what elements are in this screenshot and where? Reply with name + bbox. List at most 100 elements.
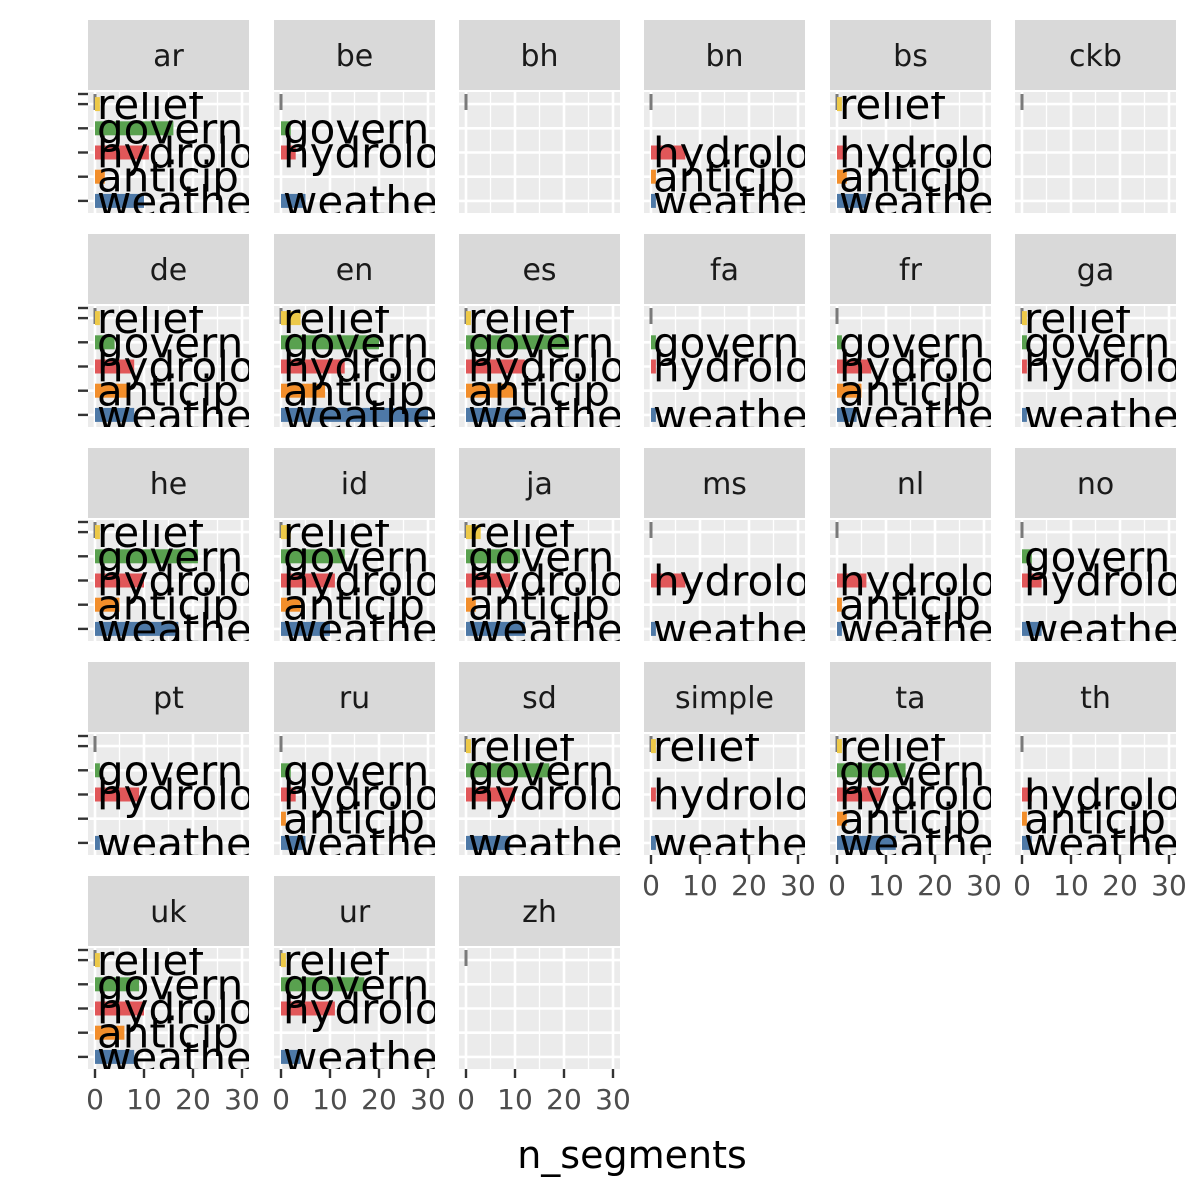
x-tick-label: 0: [457, 1083, 475, 1116]
x-tick-label: 20: [361, 1083, 397, 1116]
facet-strip-label: bh: [520, 39, 558, 74]
bar-relief: [466, 525, 481, 540]
bar-hydrological: [95, 1001, 144, 1016]
zero-marker: [649, 522, 653, 538]
bar-label-hydrological: hydrolo: [839, 771, 997, 820]
bar-label-weather: weathe: [283, 605, 438, 654]
bar-anticipatory: [95, 383, 130, 398]
bar-label-weather: weathe: [1024, 605, 1179, 654]
bar-anticipatory: [466, 597, 476, 612]
bar-anticipatory: [837, 811, 847, 826]
bar-hydrological: [1022, 359, 1027, 374]
gridlines: [1015, 92, 1176, 213]
bar-label-anticipatory: anticip: [468, 581, 610, 630]
bar-label-hydrological: hydrolo: [283, 129, 441, 178]
bar-relief: [651, 739, 656, 754]
bar-label-relief: relief: [97, 80, 204, 129]
bar-label-government: govern: [653, 318, 799, 367]
facet-strip-label: ckb: [1069, 39, 1122, 74]
facet-strip-label: fa: [710, 253, 739, 288]
bar-anticipatory: [281, 811, 286, 826]
bar-weather: [466, 621, 525, 636]
bar-label-weather: weathe: [283, 1033, 438, 1082]
bar-label-government: govern: [283, 960, 429, 1009]
x-tick-label: 20: [175, 1083, 211, 1116]
bar-weather: [651, 193, 656, 208]
panel-marks: [464, 94, 468, 110]
facet-strip-label: ru: [339, 681, 370, 716]
bar-label-weather: weathe: [97, 819, 252, 868]
facet-strip: [644, 20, 805, 90]
bar-relief: [95, 525, 100, 540]
bar-label-weather: weathe: [653, 605, 808, 654]
gridlines: [88, 306, 249, 427]
bar-weather: [95, 621, 179, 636]
facet-strip-label: th: [1080, 681, 1111, 716]
bar-label-hydrological: hydrolo: [1024, 557, 1182, 606]
x-tick-label: 0: [828, 869, 846, 902]
bar-label-relief: relief: [468, 722, 575, 771]
bar-label-anticipatory: anticip: [283, 581, 425, 630]
bar-label-hydrological: hydrolo: [283, 985, 441, 1034]
zero-marker: [649, 308, 653, 324]
facet-strip-label: nl: [897, 467, 924, 502]
facet-strip-label: ja: [525, 467, 553, 502]
bar-label-anticipatory: anticip: [468, 367, 610, 416]
bar-label-hydrological: hydrolo: [283, 771, 441, 820]
bar-weather: [651, 621, 656, 636]
facet-strip-label: bs: [893, 39, 928, 74]
bar-relief: [1022, 311, 1027, 326]
facet-strip: [274, 20, 435, 90]
x-tick-label: 20: [917, 869, 953, 902]
bar-label-weather: weathe: [283, 177, 438, 226]
bar-hydrological: [95, 787, 140, 802]
bar-label-hydrological: hydrolo: [653, 557, 811, 606]
bar-weather: [837, 407, 857, 422]
panel-marks: [464, 950, 468, 966]
bar-government: [281, 763, 291, 778]
bar-weather: [651, 835, 656, 850]
bar-label-weather: weathe: [839, 391, 994, 440]
bar-weather: [281, 1049, 301, 1064]
bar-label-anticipatory: anticip: [839, 581, 981, 630]
bar-weather: [837, 835, 896, 850]
bar-government: [837, 763, 906, 778]
bar-label-hydrological: hydrolo: [468, 557, 626, 606]
x-tick-label: 30: [595, 1083, 631, 1116]
facet-strip: [644, 448, 805, 518]
bar-label-relief: relief: [97, 508, 204, 557]
bar-label-relief: relief: [283, 936, 390, 985]
bar-label-government: govern: [839, 318, 985, 367]
x-tick-label: 30: [224, 1083, 260, 1116]
bar-label-anticipatory: anticip: [283, 367, 425, 416]
facet-strip: [459, 448, 620, 518]
x-tick-label: 0: [1013, 869, 1031, 902]
x-tick-label: 20: [1102, 869, 1138, 902]
bar-hydrological: [837, 573, 867, 588]
zero-marker: [279, 736, 283, 752]
bar-government: [281, 121, 291, 136]
facet-strip: [88, 234, 249, 304]
facet-strip: [459, 234, 620, 304]
